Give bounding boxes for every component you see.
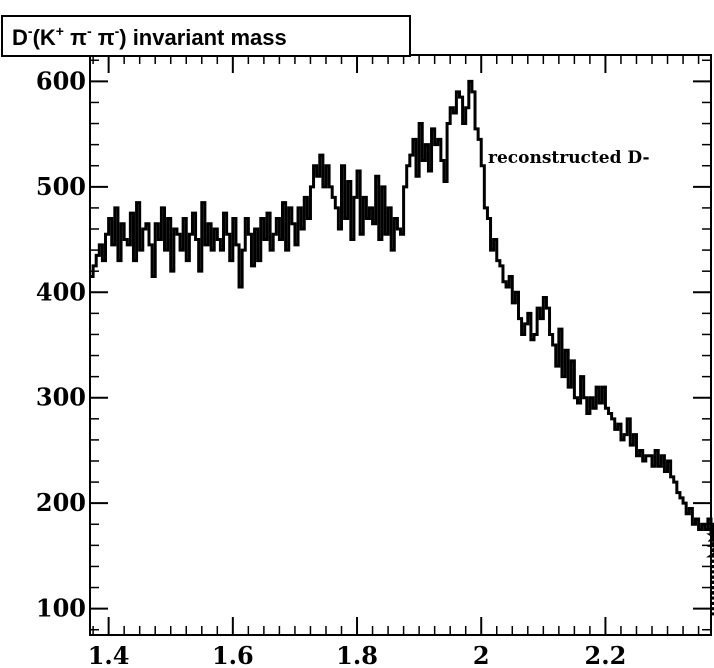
x-tick-label: 2.2 [585,641,627,668]
annotation-reconstructed: reconstructed D- [488,148,650,168]
x-tick-label: 2 [473,641,490,668]
chart-title-part: - [28,23,33,39]
chart-title-part: D [12,25,28,50]
histogram-series-line [90,79,714,616]
title-box: D-(K+ π- π-) invariant mass [1,15,411,57]
chart-title-part: (K [33,25,56,50]
x-tick-label: 1.8 [336,641,378,668]
title-box-frame [1,15,411,57]
chart-title-part: π [92,25,115,50]
y-tick-label: 600 [36,66,86,95]
x-tick-label: 1.6 [212,641,254,668]
chart-title-part: ) invariant mass [119,25,287,50]
y-tick-label: 500 [36,172,86,201]
y-tick-label: 200 [36,488,86,517]
y-axis: 100 200 300 400 500 600 [36,59,711,631]
y-tick-label: 400 [36,277,86,306]
chart-title-part: π [64,25,87,50]
x-axis: 1.4 1.6 1.8 2 2.2 [88,55,700,668]
x-tick-label: 1.4 [88,641,130,668]
y-tick-label: 100 [36,594,86,623]
y-tick-label: 300 [36,383,86,412]
chart-title-part: + [56,23,64,39]
chart-title: D-(K+ π- π-) invariant mass [12,23,287,50]
chart-title-part: - [115,23,120,39]
chart-title-part: - [87,23,92,39]
plot-frame [89,54,712,636]
